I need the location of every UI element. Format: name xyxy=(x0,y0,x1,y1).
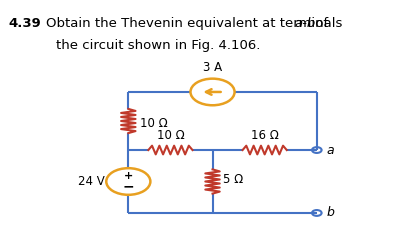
Text: 16 Ω: 16 Ω xyxy=(251,129,279,142)
Text: 10 Ω: 10 Ω xyxy=(156,129,184,142)
Text: a-b: a-b xyxy=(295,17,316,30)
Text: a: a xyxy=(327,144,334,157)
Text: +: + xyxy=(124,171,133,182)
Text: −: − xyxy=(123,180,134,194)
Text: b: b xyxy=(327,206,335,219)
Text: of: of xyxy=(311,17,328,30)
Text: the circuit shown in Fig. 4.106.: the circuit shown in Fig. 4.106. xyxy=(56,39,261,52)
Text: 10 Ω: 10 Ω xyxy=(140,117,167,130)
Text: 5 Ω: 5 Ω xyxy=(223,173,243,186)
Text: 24 V: 24 V xyxy=(77,175,104,188)
Text: 4.39: 4.39 xyxy=(8,17,41,30)
Text: 3 A: 3 A xyxy=(203,61,222,74)
Text: Obtain the Thevenin equivalent at terminals: Obtain the Thevenin equivalent at termin… xyxy=(46,17,347,30)
